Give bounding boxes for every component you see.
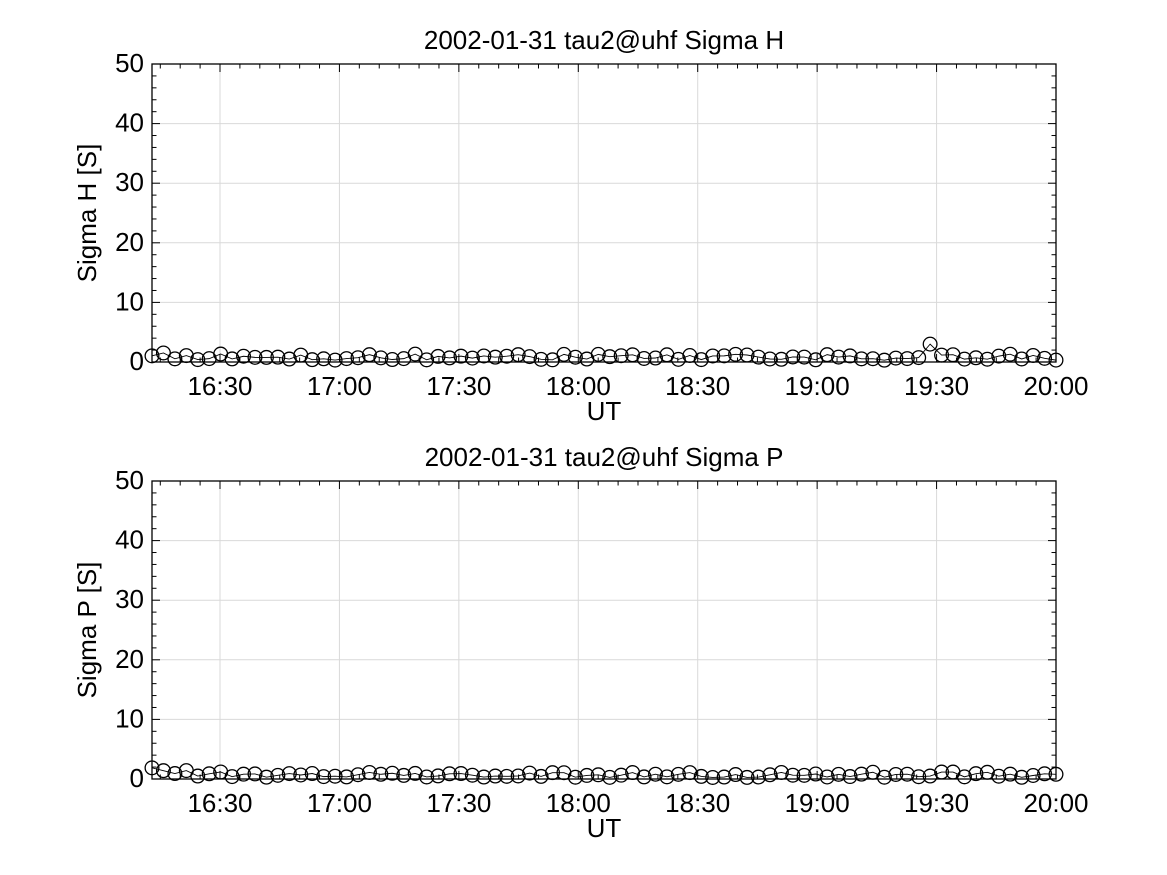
svg-text:10: 10 — [115, 286, 144, 316]
svg-text:Sigma H [S]: Sigma H [S] — [72, 144, 102, 283]
svg-text:17:00: 17:00 — [307, 788, 372, 818]
svg-text:2002-01-31 tau2@uhf Sigma P: 2002-01-31 tau2@uhf Sigma P — [425, 442, 784, 472]
svg-text:19:00: 19:00 — [785, 371, 850, 401]
svg-text:UT: UT — [587, 396, 622, 426]
svg-text:20: 20 — [115, 644, 144, 674]
svg-text:18:30: 18:30 — [665, 788, 730, 818]
svg-text:20:00: 20:00 — [1023, 371, 1088, 401]
svg-text:20: 20 — [115, 227, 144, 257]
svg-text:17:00: 17:00 — [307, 371, 372, 401]
svg-text:2002-01-31 tau2@uhf Sigma H: 2002-01-31 tau2@uhf Sigma H — [424, 25, 784, 55]
svg-text:16:30: 16:30 — [187, 788, 252, 818]
svg-text:0: 0 — [130, 346, 144, 376]
svg-text:30: 30 — [115, 584, 144, 614]
svg-text:19:30: 19:30 — [904, 788, 969, 818]
svg-text:19:30: 19:30 — [904, 371, 969, 401]
svg-text:UT: UT — [587, 813, 622, 843]
svg-text:17:30: 17:30 — [426, 788, 491, 818]
svg-text:16:30: 16:30 — [187, 371, 252, 401]
svg-text:20:00: 20:00 — [1023, 788, 1088, 818]
svg-text:40: 40 — [115, 108, 144, 138]
svg-text:18:30: 18:30 — [665, 371, 730, 401]
svg-text:0: 0 — [130, 763, 144, 793]
svg-text:50: 50 — [115, 48, 144, 78]
svg-text:50: 50 — [115, 465, 144, 495]
svg-text:17:30: 17:30 — [426, 371, 491, 401]
svg-text:19:00: 19:00 — [785, 788, 850, 818]
svg-text:40: 40 — [115, 525, 144, 555]
svg-text:10: 10 — [115, 703, 144, 733]
svg-text:30: 30 — [115, 167, 144, 197]
svg-text:Sigma P [S]: Sigma P [S] — [72, 562, 102, 699]
